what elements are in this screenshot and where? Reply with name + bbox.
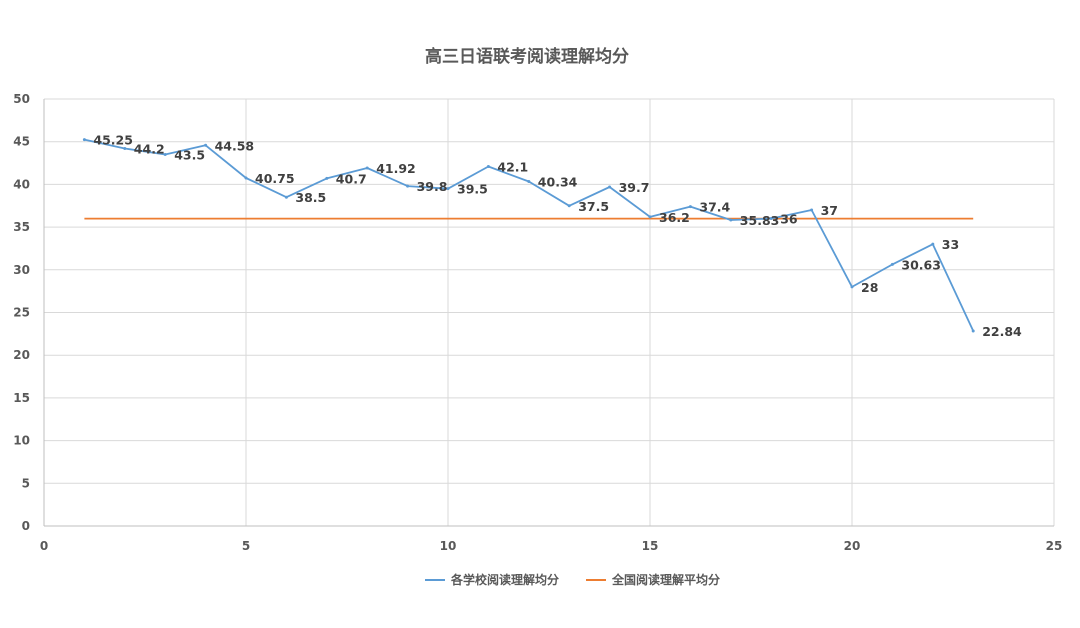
data-label: 40.75 (255, 171, 295, 186)
data-point (527, 179, 531, 183)
data-label: 37.5 (578, 199, 609, 214)
data-point (890, 262, 894, 266)
data-point (567, 204, 571, 208)
data-label: 22.84 (982, 324, 1022, 339)
data-point (365, 166, 369, 170)
data-label: 36.2 (659, 210, 690, 225)
x-tick-label: 15 (642, 539, 659, 553)
data-point (446, 187, 450, 191)
data-label: 30.63 (901, 257, 941, 272)
data-label: 28 (861, 280, 878, 295)
data-point (244, 176, 248, 180)
data-label: 37 (821, 203, 838, 218)
x-tick-label: 20 (844, 539, 861, 553)
data-point (123, 147, 127, 151)
legend: 各学校阅读理解均分 全国阅读理解平均分 (425, 572, 720, 587)
data-point (688, 205, 692, 209)
data-label: 44.58 (215, 138, 255, 153)
data-label: 36 (780, 212, 798, 227)
data-point (406, 184, 410, 188)
y-tick-label: 30 (13, 263, 30, 277)
data-point (769, 217, 773, 221)
legend-label: 各学校阅读理解均分 (450, 572, 559, 587)
data-label: 39.7 (619, 180, 650, 195)
data-label: 41.92 (376, 161, 416, 176)
data-point (971, 329, 975, 333)
data-label: 42.1 (497, 159, 528, 174)
data-label: 35.83 (740, 213, 780, 228)
y-tick-label: 35 (13, 220, 30, 234)
data-point (325, 176, 329, 180)
gridlines (44, 98, 1055, 526)
series-group (82, 138, 975, 333)
data-point (163, 153, 167, 157)
data-point (204, 143, 208, 147)
data-label: 40.34 (538, 174, 578, 189)
data-point (608, 185, 612, 189)
y-tick-label: 15 (13, 391, 30, 405)
data-point (648, 215, 652, 219)
y-tick-label: 25 (13, 306, 30, 320)
data-label: 44.2 (134, 142, 165, 157)
x-tick-label: 5 (242, 539, 250, 553)
data-point (931, 242, 935, 246)
data-label: 40.7 (336, 171, 367, 186)
x-tick-label: 10 (440, 539, 457, 553)
data-label: 37.4 (699, 200, 730, 215)
axes: 0 5 10 15 20 25 30 35 40 45 50 0 5 10 15 20 25 (13, 92, 1062, 553)
y-tick-label: 20 (13, 348, 30, 362)
data-point (850, 285, 854, 289)
data-point (82, 138, 86, 142)
data-label: 39.8 (417, 179, 448, 194)
data-label: 33 (942, 237, 959, 252)
y-tick-label: 45 (13, 135, 30, 149)
chart-title: 高三日语联考阅读理解均分 (425, 46, 629, 67)
data-label: 38.5 (295, 190, 326, 205)
data-point (810, 208, 814, 212)
y-tick-label: 50 (13, 92, 30, 106)
x-tick-label: 0 (40, 539, 48, 553)
series-line-1 (84, 138, 975, 332)
x-tick-label: 25 (1046, 539, 1063, 553)
data-label: 39.5 (457, 182, 488, 197)
data-point (729, 218, 733, 222)
data-label: 45.25 (93, 133, 133, 148)
y-tick-label: 0 (22, 519, 30, 533)
y-tick-label: 5 (22, 476, 30, 490)
data-point (486, 164, 490, 168)
data-point (284, 195, 288, 199)
y-tick-label: 10 (13, 434, 30, 448)
legend-label: 全国阅读理解平均分 (611, 572, 720, 587)
data-label: 43.5 (174, 148, 205, 163)
y-tick-label: 40 (13, 177, 30, 191)
